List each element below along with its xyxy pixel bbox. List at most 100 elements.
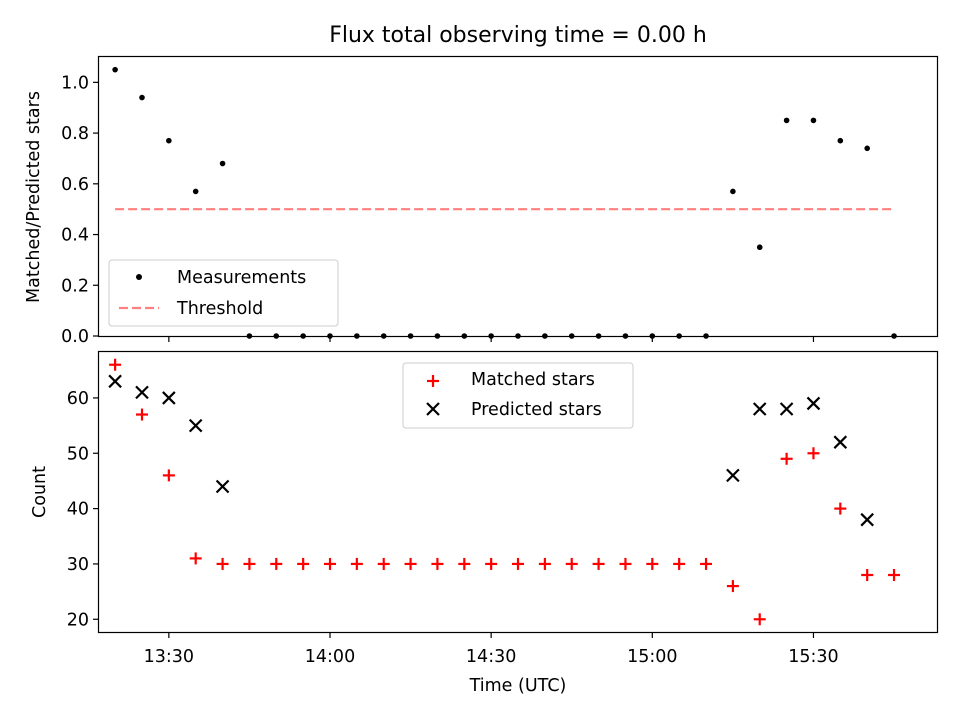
matched-stars-point [404,557,417,570]
bottom-ytick-label: 20 [67,610,89,630]
matched-stars-point [323,557,336,570]
bottom-ytick-label: 40 [67,500,89,520]
measurement-point [703,333,709,339]
matched-stars-point [297,557,310,570]
bottom-xtick-label: 15:00 [627,647,677,667]
predicted-stars-point [860,512,874,527]
measurement-point [515,333,521,339]
measurement-point [273,333,280,339]
measurement-point [568,333,575,339]
predicted-stars-point [726,468,740,483]
predicted-stars-point [162,391,176,405]
matched-stars-point [807,447,820,460]
matched-stars-point [189,552,202,565]
bottom-plot-frame [97,350,939,634]
bottom-y-axis-ticks: 20 30 40 50 60 [67,389,99,630]
measurement-point [864,145,870,152]
legend-measurements-label: Measurements [177,268,306,288]
predicted-stars-point [108,374,122,389]
bottom-legend-box [402,362,634,429]
measurement-point [407,333,414,339]
bottom-ytick-label: 30 [67,555,89,575]
matched-stars-point [592,557,605,570]
matched-stars-point [377,557,390,570]
bottom-xtick-label: 15:30 [788,647,838,667]
matched-stars-point [350,557,363,570]
matched-stars-point [834,502,847,515]
measurement-point [461,333,468,339]
measurement-point [891,333,897,339]
bottom-ytick-label: 60 [67,389,89,409]
measurement-point [595,333,602,339]
matched-stars-point [726,580,739,593]
bottom-xtick-label: 14:30 [466,647,516,667]
legend-measurements-marker [136,274,142,280]
matched-stars-point [565,557,578,570]
predicted-stars-point [806,396,821,411]
matched-stars-point [109,358,122,371]
predicted-stars-point [215,479,230,494]
legend-matched-marker [427,375,439,387]
measurement-point [380,333,387,339]
top-ytick-label: 0.4 [61,226,89,246]
predicted-stars-point [833,435,848,449]
top-ytick-label: 1.0 [61,73,89,93]
matched-stars-point [216,557,229,570]
bottom-legend: Matched stars Predicted stars [402,362,634,429]
measurement-point [112,66,118,73]
top-ytick-label: 0.0 [61,327,89,347]
matched-stars-point [646,557,659,570]
matched-stars-point [431,557,444,570]
bottom-xtick-label: 14:00 [305,647,355,667]
matched-stars-point [673,557,686,570]
measurement-point [219,160,226,167]
measurement-point [542,333,548,339]
bottom-ylabel: Count [30,466,50,518]
measurement-point [649,333,656,339]
top-y-axis-ticks: 0.0 0.2 0.4 0.6 0.8 1.0 [61,73,99,347]
legend-matched-label: Matched stars [471,370,595,390]
predicted-stars-point [135,385,149,400]
measurement-point [139,94,145,101]
measurement-point [246,333,253,339]
matched-stars-point [135,408,148,421]
predicted-stars-point [779,402,794,416]
measurement-point [192,188,199,195]
legend-predicted-label: Predicted stars [471,400,602,420]
measurement-point [810,117,817,124]
measurement-point [730,188,736,195]
matched-stars-point [700,557,713,570]
bottom-data-marks [108,358,901,626]
measurement-point [783,117,790,124]
matched-stars-point [243,557,256,570]
measurement-point [488,333,494,339]
measurement-point [166,137,172,144]
top-data-marks [112,66,897,339]
matched-stars-point [861,569,874,582]
measurement-point [434,333,441,339]
matched-stars-point [458,557,471,570]
bottom-xtick-label: 13:30 [144,647,194,667]
top-ytick-label: 0.8 [61,124,89,144]
measurement-point [756,244,763,251]
legend-threshold-label: Threshold [176,299,263,319]
predicted-stars-point [188,418,203,433]
measurement-point [676,333,682,339]
legend-predicted-marker [426,402,440,416]
matched-stars-point [162,469,175,482]
matched-stars-point [270,557,283,570]
matched-stars-point [485,557,498,570]
top-ylabel: Matched/Predicted stars [24,91,44,303]
matched-stars-point [538,557,551,570]
top-ytick-label: 0.2 [61,276,89,296]
measurement-point [837,137,844,144]
matched-stars-point [753,613,766,626]
bottom-xlabel: Time (UTC) [469,676,567,696]
measurement-point [354,333,360,339]
matched-stars-point [619,557,632,570]
matched-stars-point [512,557,524,570]
bottom-x-axis-ticks: 13:30 14:00 14:30 15:00 15:30 [144,632,839,667]
chart-title: Flux total observing time = 0.00 h [329,23,707,48]
